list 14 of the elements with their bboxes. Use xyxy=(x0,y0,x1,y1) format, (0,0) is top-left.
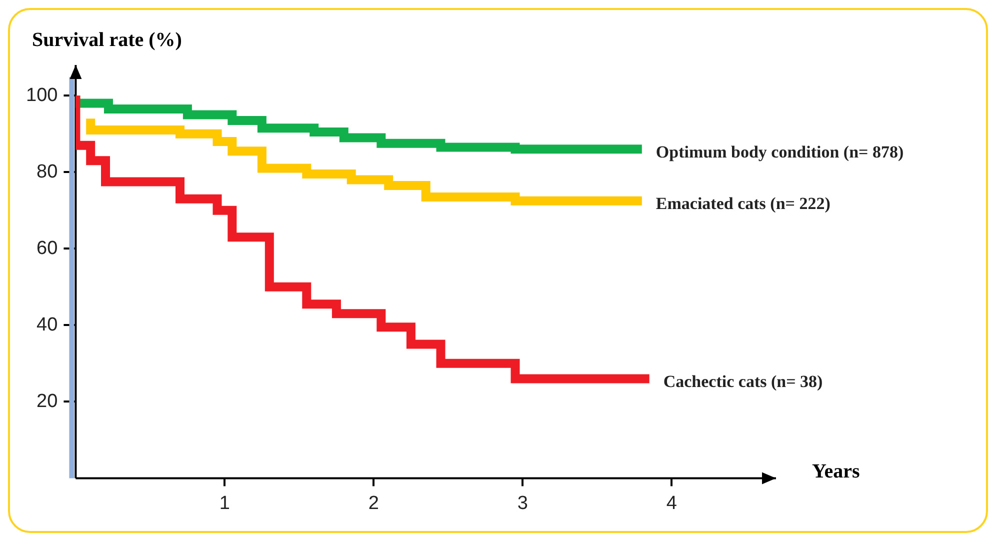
x-tick-label: 4 xyxy=(666,492,678,514)
x-tick-label: 1 xyxy=(219,492,230,514)
y-tick-label: 40 xyxy=(36,314,58,336)
series-label: Cachectic cats (n= 38) xyxy=(663,372,823,392)
x-axis-title: Years xyxy=(812,460,860,482)
series-label: Emaciated cats (n= 222) xyxy=(656,194,830,214)
y-axis-title: Survival rate (%) xyxy=(32,29,182,52)
y-tick-label: 60 xyxy=(36,238,58,259)
y-tick-label: 20 xyxy=(36,390,58,412)
y-tick-label: 80 xyxy=(36,161,58,182)
y-tick-label: 100 xyxy=(26,84,58,106)
x-tick-label: 3 xyxy=(517,492,528,514)
series-label: Optimum body condition (n= 878) xyxy=(656,142,904,162)
x-tick-label: 2 xyxy=(368,492,379,514)
